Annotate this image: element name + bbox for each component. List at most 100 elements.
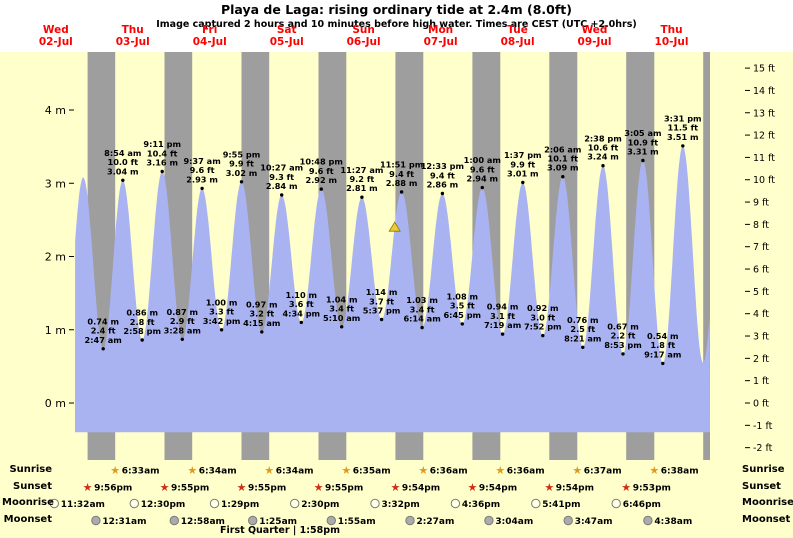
tide-label-line: 3.1 ft xyxy=(490,311,515,321)
tide-extreme-dot xyxy=(681,144,685,148)
tide-label-line: 10.4 ft xyxy=(147,148,178,158)
tide-extreme-dot xyxy=(480,185,484,190)
tide-label-line: 9.6 ft xyxy=(470,164,495,174)
high-tide-label: 9:37 am9.6 ft2.93 m xyxy=(183,156,220,184)
tide-label-line: 3.16 m xyxy=(146,158,178,168)
tide-extreme-dot xyxy=(200,186,204,191)
tide-extreme-dot xyxy=(340,325,344,329)
night-band xyxy=(703,52,710,460)
sunrise-time: 6:38am xyxy=(661,467,699,477)
tide-label-line: 10.0 ft xyxy=(108,157,139,167)
moonrise-time: 2:30pm xyxy=(301,500,339,510)
day-label-date: 02-Jul xyxy=(39,36,73,48)
y-axis-label-right: 6 ft xyxy=(753,265,769,276)
tide-label-line: 3.04 m xyxy=(107,166,139,176)
moonset-time: 1:25am xyxy=(259,517,297,527)
tide-label-line: 6:45 pm xyxy=(443,310,481,320)
tide-label-line: 2.9 ft xyxy=(170,316,195,326)
tide-label-line: 11.5 ft xyxy=(668,123,699,133)
sunset-icon: ★ xyxy=(237,481,247,494)
y-axis-label-right: 12 ft xyxy=(753,131,775,142)
day-label-date: 07-Jul xyxy=(424,36,458,48)
tide-label-line: 3:42 pm xyxy=(203,316,241,326)
low-tide-label: 0.67 m2.2 ft8:53 pm xyxy=(604,322,642,350)
low-tide-label: 1.00 m3.3 ft3:42 pm xyxy=(203,297,241,325)
tide-label-line: 3.4 ft xyxy=(329,304,354,314)
moonset-time: 3:04am xyxy=(495,517,533,527)
high-tide-label: 1:37 pm9.9 ft3.01 m xyxy=(504,150,542,178)
tide-extreme-dot xyxy=(260,330,264,334)
sunset-time: 9:55pm xyxy=(171,484,209,494)
low-tide-label: 0.74 m2.4 ft2:47 am xyxy=(85,316,122,344)
low-tide-label: 1.04 m3.4 ft5:10 am xyxy=(323,294,360,322)
tide-label-line: 12:33 pm xyxy=(421,161,464,171)
tide-label-line: 2.5 ft xyxy=(570,324,595,334)
tide-label-line: 0.67 m xyxy=(607,322,639,332)
moonset-icon xyxy=(169,515,180,526)
day-label-date: 03-Jul xyxy=(116,36,150,48)
sunrise-time: 6:36am xyxy=(507,467,545,477)
low-tide-label: 0.87 m2.9 ft3:28 am xyxy=(164,307,201,335)
tide-label-line: 2:58 pm xyxy=(123,326,161,336)
tide-label-line: 1:00 am xyxy=(464,155,501,165)
sunrise-icon: ★ xyxy=(418,464,428,477)
day-label-weekday: Mon xyxy=(428,24,453,36)
tide-label-line: 8:21 am xyxy=(564,333,601,343)
moonrise-icon xyxy=(129,498,140,509)
tide-extreme-dot xyxy=(440,191,445,196)
high-tide-label: 1:00 am9.6 ft2.94 m xyxy=(464,155,501,183)
day-label-weekday: Wed xyxy=(582,24,608,36)
sunrise-row-label-left: Sunrise xyxy=(9,464,52,475)
moonset-time: 12:31am xyxy=(102,517,146,527)
sunrise-time: 6:35am xyxy=(353,467,391,477)
moonset-icon xyxy=(326,515,336,526)
low-tide-label: 1.03 m3.4 ft6:14 am xyxy=(403,295,440,323)
tide-extreme-dot xyxy=(601,164,605,168)
moonset-icon xyxy=(405,515,415,526)
chart-header: Playa de Laga: rising ordinary tide at 2… xyxy=(0,0,793,52)
tide-label-line: 3.24 m xyxy=(587,152,619,162)
moonrise-time: 6:46pm xyxy=(623,500,661,510)
tide-extreme-dot xyxy=(379,317,384,322)
sunset-time: 9:56pm xyxy=(94,484,132,494)
moonrise-icon xyxy=(370,498,380,509)
sunrise-icon: ★ xyxy=(495,464,505,477)
tide-extreme-dot xyxy=(180,337,184,341)
moonset-time: 1:55am xyxy=(338,517,376,527)
tide-label-line: 0.86 m xyxy=(126,308,158,318)
tide-label-line: 1.04 m xyxy=(326,294,358,304)
tide-extreme-dot xyxy=(101,347,105,351)
tide-label-line: 3.02 m xyxy=(226,168,258,178)
tide-label-line: 0.97 m xyxy=(246,300,278,310)
day-label-weekday: Tue xyxy=(507,24,528,36)
tide-label-line: 3.4 ft xyxy=(410,304,435,314)
day-label-weekday: Fri xyxy=(202,24,217,36)
moonrise-time: 11:32am xyxy=(61,500,105,510)
moonrise-icon xyxy=(531,498,541,509)
tide-label-line: 8:53 pm xyxy=(604,340,642,350)
moon-phase-label: First Quarter | 1:58pm xyxy=(220,525,340,536)
day-label-date: 04-Jul xyxy=(193,36,227,48)
sunrise-row-label-right: Sunrise xyxy=(742,464,785,475)
tide-label-line: 2.88 m xyxy=(386,178,418,188)
tide-label-line: 3.01 m xyxy=(507,169,539,179)
sunrise-icon: ★ xyxy=(264,464,274,477)
moonset-row-label-right: Moonset xyxy=(742,514,791,525)
tide-label-line: 1.08 m xyxy=(447,292,479,302)
day-label-weekday: Thu xyxy=(122,24,144,36)
tide-extreme-dot xyxy=(661,361,665,366)
tide-label-line: 1:37 pm xyxy=(504,150,542,160)
tide-label-line: 2.84 m xyxy=(266,181,298,191)
moonrise-time: 5:41pm xyxy=(542,500,580,510)
day-label-date: 10-Jul xyxy=(655,36,689,48)
tide-extreme-dot xyxy=(140,338,144,342)
tide-label-line: 1.00 m xyxy=(206,297,238,307)
tide-label-line: 3.5 ft xyxy=(450,301,475,311)
tide-label-line: 3.31 m xyxy=(627,147,659,157)
sunrise-time: 6:34am xyxy=(199,467,237,477)
sunset-time: 9:55pm xyxy=(325,484,363,494)
moonset-icon xyxy=(248,515,258,526)
